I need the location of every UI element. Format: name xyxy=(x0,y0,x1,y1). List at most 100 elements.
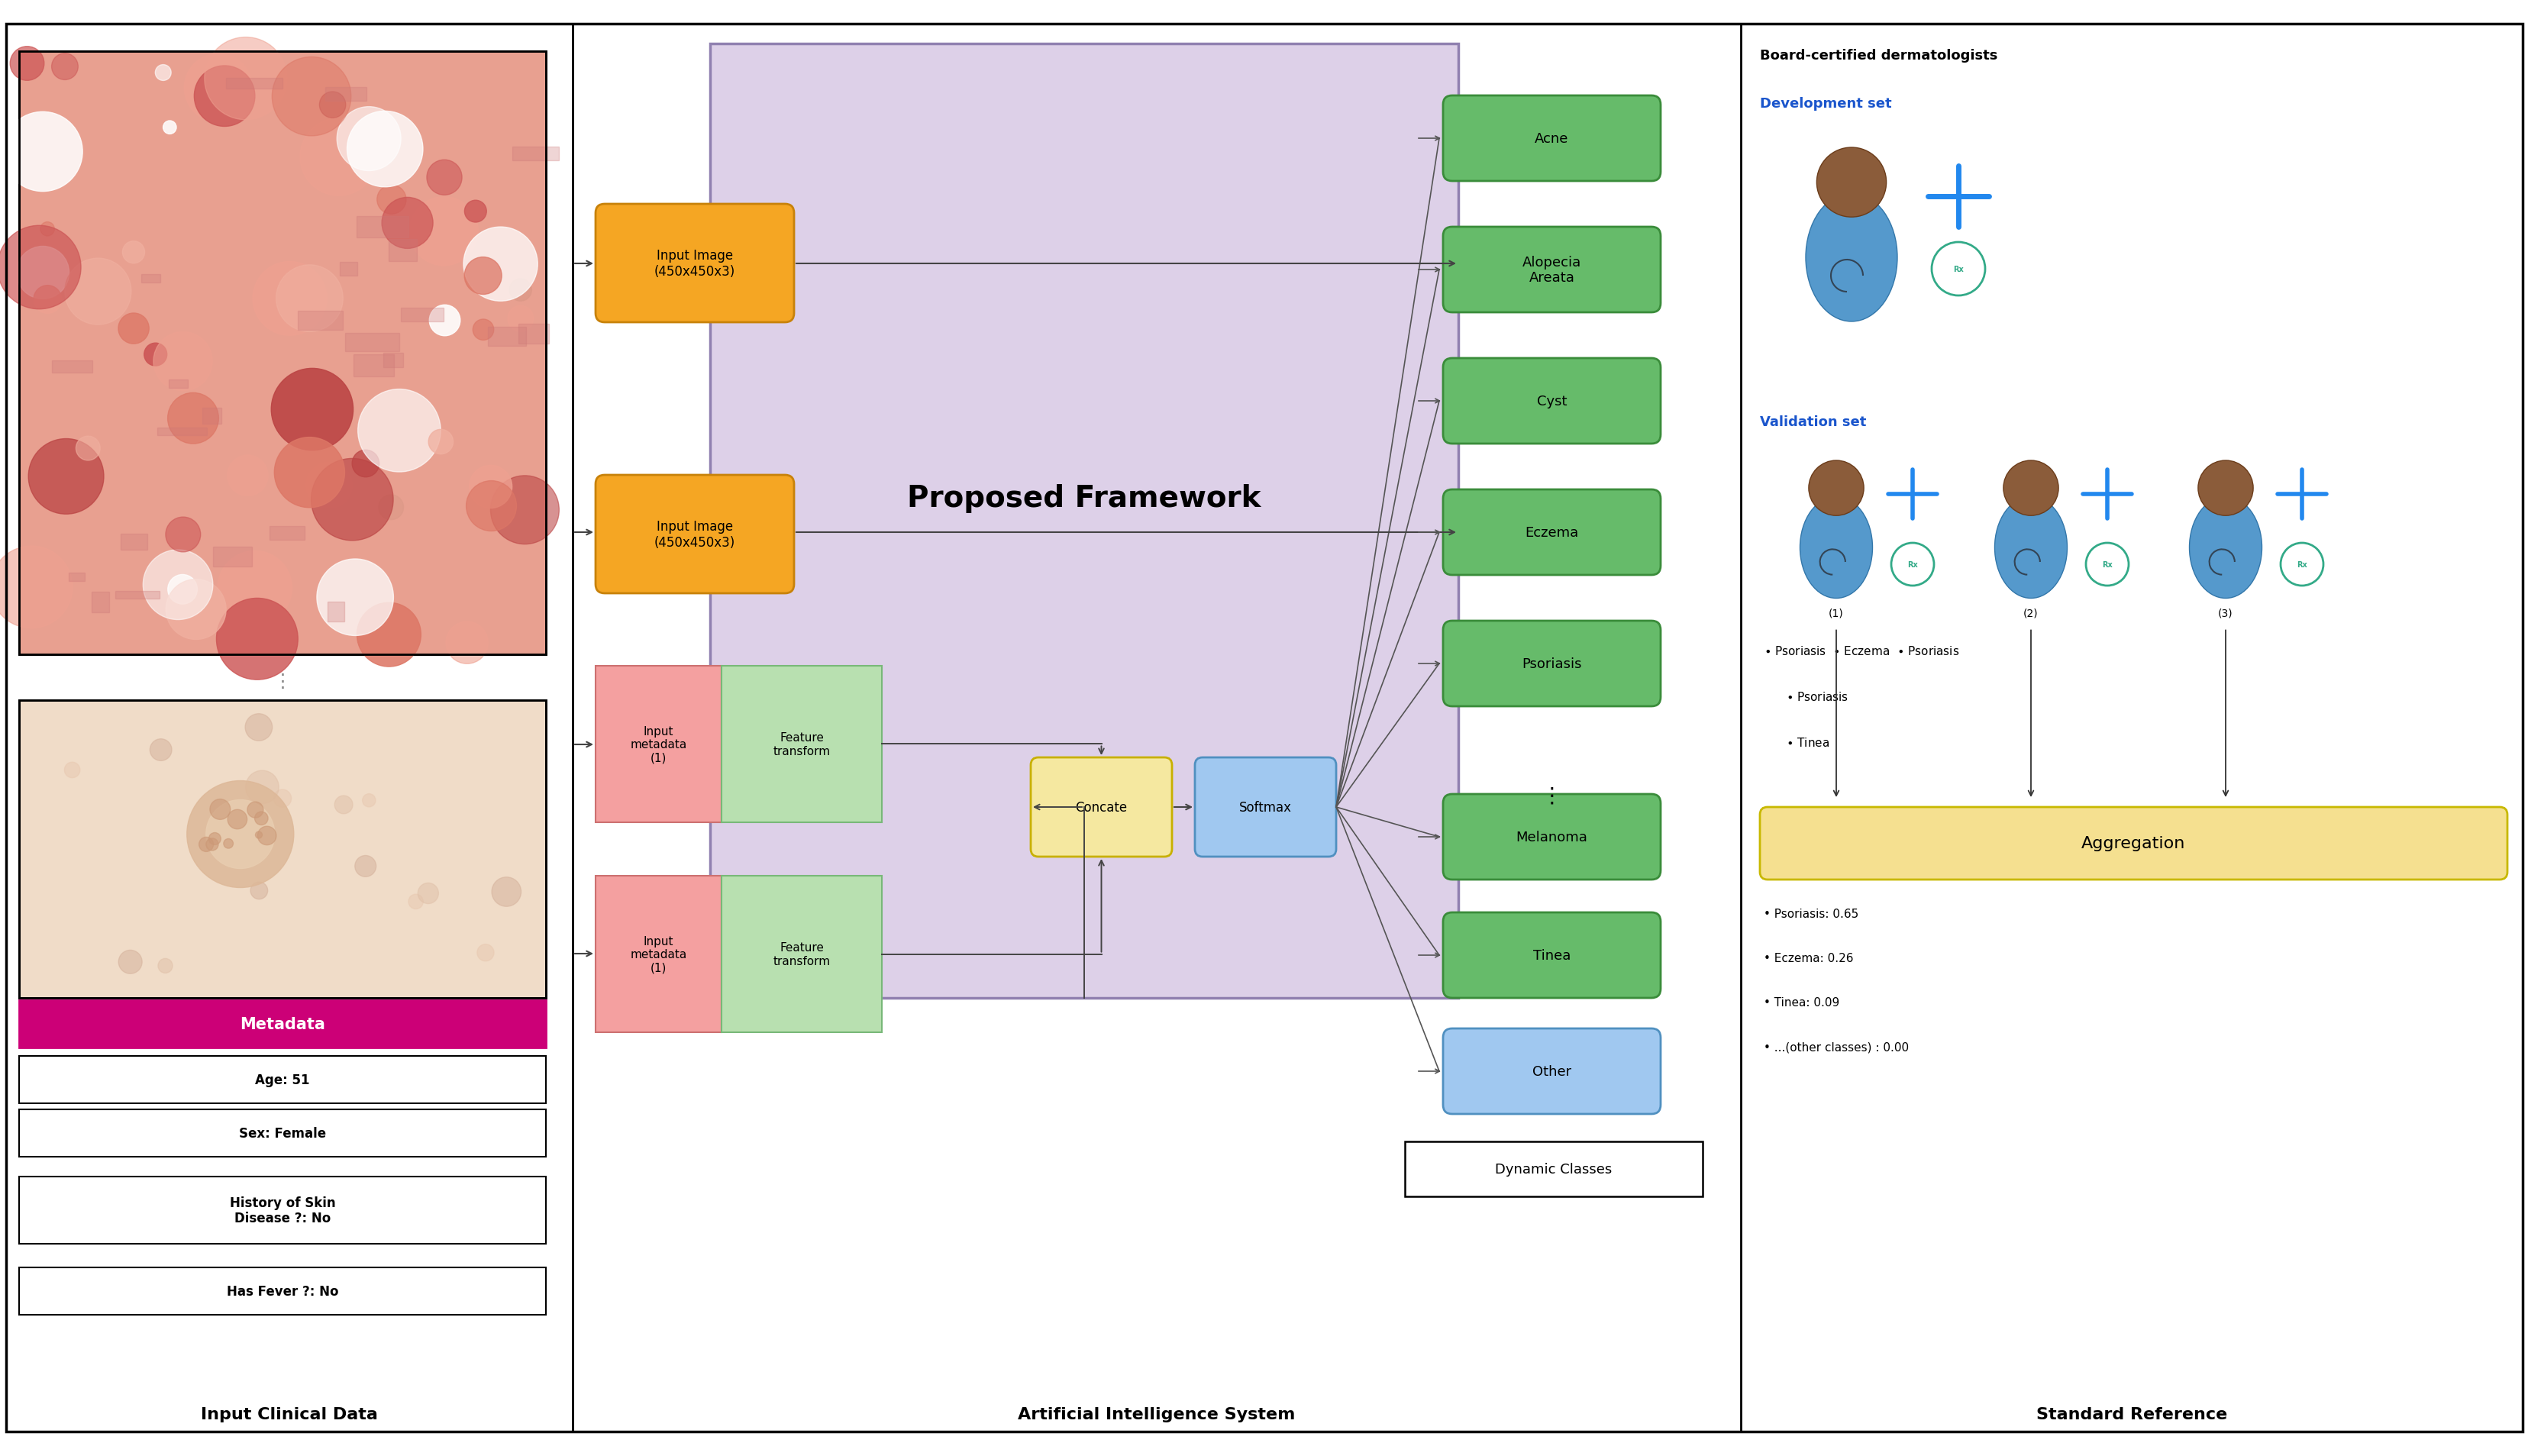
Circle shape xyxy=(185,54,253,122)
Circle shape xyxy=(470,466,511,508)
Circle shape xyxy=(508,306,533,332)
Text: $\bullet$ Psoriasis: $\bullet$ Psoriasis xyxy=(1762,690,1848,703)
Circle shape xyxy=(319,92,346,118)
Text: Alopecia
Areata: Alopecia Areata xyxy=(1522,255,1580,285)
Circle shape xyxy=(2002,462,2058,515)
Ellipse shape xyxy=(1805,194,1896,322)
Bar xyxy=(20,700,546,999)
Bar xyxy=(20,1000,546,1048)
Bar xyxy=(20,1109,546,1158)
Polygon shape xyxy=(270,527,303,540)
Circle shape xyxy=(362,794,377,807)
Circle shape xyxy=(356,603,420,667)
FancyBboxPatch shape xyxy=(1759,808,2508,879)
Text: Sex: Female: Sex: Female xyxy=(238,1127,326,1140)
Circle shape xyxy=(311,459,394,542)
Circle shape xyxy=(18,248,68,300)
Circle shape xyxy=(273,58,351,137)
Circle shape xyxy=(377,185,407,214)
Text: Other: Other xyxy=(1532,1064,1570,1079)
Circle shape xyxy=(248,802,263,818)
Circle shape xyxy=(0,546,73,629)
Circle shape xyxy=(3,112,83,192)
Polygon shape xyxy=(202,408,222,425)
Circle shape xyxy=(465,258,501,296)
Circle shape xyxy=(478,945,493,961)
FancyBboxPatch shape xyxy=(1443,622,1661,706)
Text: Artificial Intelligence System: Artificial Intelligence System xyxy=(1019,1406,1294,1421)
FancyBboxPatch shape xyxy=(1443,96,1661,182)
Circle shape xyxy=(210,799,230,820)
Circle shape xyxy=(417,884,437,904)
Text: $\bullet$ Psoriasis  $\bullet$ Eczema  $\bullet$ Psoriasis: $\bullet$ Psoriasis $\bullet$ Eczema $\b… xyxy=(1762,645,1959,657)
Polygon shape xyxy=(326,87,367,102)
Circle shape xyxy=(0,226,81,310)
Text: Rx: Rx xyxy=(1952,265,1964,274)
Text: Input
metadata
(1): Input metadata (1) xyxy=(629,935,688,973)
FancyBboxPatch shape xyxy=(1443,1028,1661,1114)
Text: Validation set: Validation set xyxy=(1759,415,1866,430)
Circle shape xyxy=(210,833,220,844)
Circle shape xyxy=(195,67,255,127)
Circle shape xyxy=(270,368,354,451)
Circle shape xyxy=(410,894,422,909)
FancyBboxPatch shape xyxy=(1443,913,1661,999)
Text: Board-certified dermatologists: Board-certified dermatologists xyxy=(1759,50,1997,63)
Polygon shape xyxy=(169,380,187,389)
Text: • Eczema: 0.26: • Eczema: 0.26 xyxy=(1762,952,1853,964)
Circle shape xyxy=(273,789,291,808)
Circle shape xyxy=(51,54,78,80)
Circle shape xyxy=(427,160,463,195)
Polygon shape xyxy=(339,262,356,277)
Text: Aggregation: Aggregation xyxy=(2081,836,2184,852)
Polygon shape xyxy=(356,217,410,237)
Circle shape xyxy=(255,831,263,839)
Polygon shape xyxy=(384,352,402,368)
Circle shape xyxy=(1931,243,1984,296)
FancyBboxPatch shape xyxy=(1196,757,1335,858)
Text: (2): (2) xyxy=(2022,607,2038,619)
Circle shape xyxy=(154,66,172,82)
Polygon shape xyxy=(68,572,86,582)
Text: Softmax: Softmax xyxy=(1239,801,1292,814)
Polygon shape xyxy=(389,239,417,262)
Text: Cyst: Cyst xyxy=(1537,395,1567,408)
Text: • ...(other classes) : 0.00: • ...(other classes) : 0.00 xyxy=(1762,1041,1909,1053)
Circle shape xyxy=(205,38,288,121)
Circle shape xyxy=(301,119,377,197)
Text: History of Skin
Disease ?: No: History of Skin Disease ?: No xyxy=(230,1195,336,1224)
Text: Tinea: Tinea xyxy=(1532,948,1570,962)
Circle shape xyxy=(200,837,212,852)
Circle shape xyxy=(427,430,453,454)
Bar xyxy=(20,1268,546,1315)
Bar xyxy=(597,667,720,823)
Circle shape xyxy=(334,796,351,814)
Text: (3): (3) xyxy=(2217,607,2232,619)
Circle shape xyxy=(119,951,142,974)
Bar xyxy=(720,877,882,1032)
Circle shape xyxy=(228,810,248,830)
Circle shape xyxy=(76,437,101,462)
Circle shape xyxy=(336,108,402,172)
Circle shape xyxy=(157,958,172,973)
Text: Input
metadata
(1): Input metadata (1) xyxy=(629,725,688,763)
Circle shape xyxy=(167,579,225,639)
Text: Has Fever ?: No: Has Fever ?: No xyxy=(228,1284,339,1299)
Circle shape xyxy=(10,47,43,82)
Circle shape xyxy=(33,285,61,314)
Polygon shape xyxy=(488,328,526,347)
Bar xyxy=(20,700,546,999)
Circle shape xyxy=(119,313,149,344)
Circle shape xyxy=(2086,543,2129,587)
Ellipse shape xyxy=(2189,496,2260,598)
Circle shape xyxy=(382,198,432,249)
Text: ⋮: ⋮ xyxy=(1540,785,1562,807)
FancyBboxPatch shape xyxy=(1443,227,1661,313)
Circle shape xyxy=(149,740,172,761)
Polygon shape xyxy=(354,355,394,377)
Text: (1): (1) xyxy=(1828,607,1843,619)
Text: Feature
transform: Feature transform xyxy=(774,942,829,967)
Circle shape xyxy=(430,306,460,336)
Circle shape xyxy=(187,780,293,888)
Text: Proposed Framework: Proposed Framework xyxy=(908,483,1261,513)
